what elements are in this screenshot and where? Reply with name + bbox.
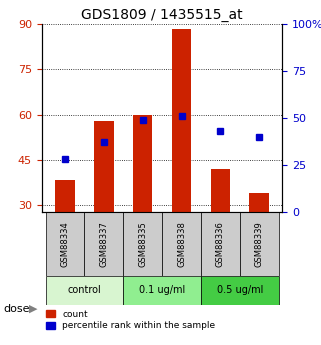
Text: GSM88335: GSM88335 bbox=[138, 221, 147, 267]
Text: GSM88339: GSM88339 bbox=[255, 221, 264, 267]
FancyBboxPatch shape bbox=[201, 211, 240, 276]
Text: GSM88334: GSM88334 bbox=[61, 221, 70, 267]
FancyBboxPatch shape bbox=[46, 211, 84, 276]
Text: control: control bbox=[67, 285, 101, 295]
Text: ▶: ▶ bbox=[29, 304, 37, 314]
FancyBboxPatch shape bbox=[240, 211, 279, 276]
FancyBboxPatch shape bbox=[123, 276, 201, 305]
Legend: count, percentile rank within the sample: count, percentile rank within the sample bbox=[46, 310, 216, 331]
Bar bbox=[55, 180, 75, 211]
Text: 0.1 ug/ml: 0.1 ug/ml bbox=[139, 285, 185, 295]
Text: GSM88338: GSM88338 bbox=[177, 221, 186, 267]
Bar bbox=[94, 121, 114, 211]
Text: GSM88337: GSM88337 bbox=[100, 221, 108, 267]
Bar bbox=[133, 115, 152, 211]
FancyBboxPatch shape bbox=[201, 276, 279, 305]
Title: GDS1809 / 1435515_at: GDS1809 / 1435515_at bbox=[81, 8, 243, 22]
Bar bbox=[249, 194, 269, 211]
FancyBboxPatch shape bbox=[123, 211, 162, 276]
Text: GSM88336: GSM88336 bbox=[216, 221, 225, 267]
Bar bbox=[172, 29, 191, 211]
FancyBboxPatch shape bbox=[84, 211, 123, 276]
Text: dose: dose bbox=[3, 304, 30, 314]
FancyBboxPatch shape bbox=[46, 276, 123, 305]
Bar bbox=[211, 169, 230, 211]
FancyBboxPatch shape bbox=[162, 211, 201, 276]
Text: 0.5 ug/ml: 0.5 ug/ml bbox=[217, 285, 263, 295]
